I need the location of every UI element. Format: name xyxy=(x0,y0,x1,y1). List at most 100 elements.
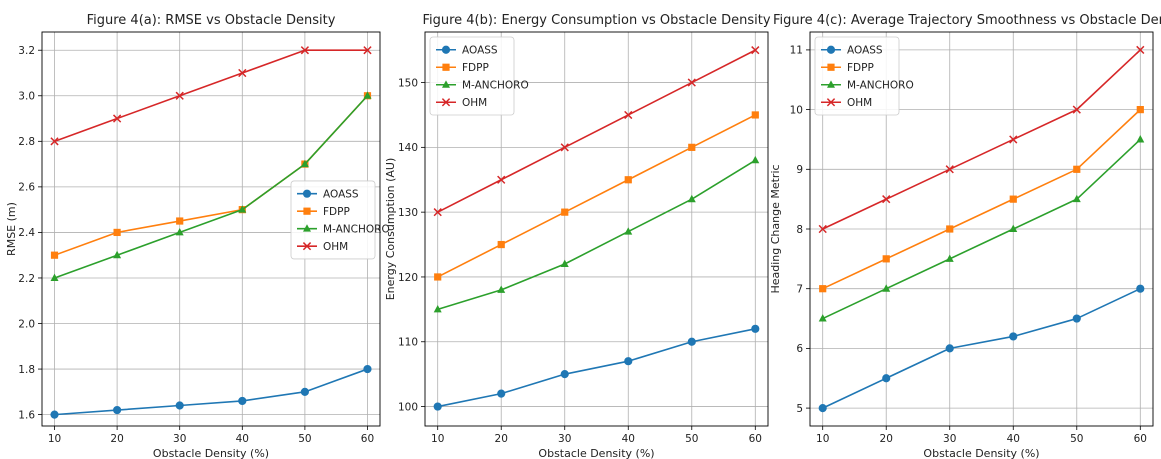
x-tick-label: 40 xyxy=(236,433,249,445)
x-tick-label: 10 xyxy=(816,433,829,445)
data-point xyxy=(882,284,891,292)
x-tick-label: 50 xyxy=(685,433,698,445)
data-point xyxy=(363,46,372,55)
data-point xyxy=(687,194,696,203)
legend-label: M-ANCHORO xyxy=(462,80,529,92)
data-point xyxy=(624,176,632,184)
y-tick-label: 2.2 xyxy=(18,273,35,285)
data-point xyxy=(363,91,372,99)
data-point xyxy=(363,364,372,374)
data-point xyxy=(946,225,954,233)
data-point xyxy=(175,228,184,236)
data-point xyxy=(882,374,891,383)
series-m-anchoro xyxy=(818,135,1145,322)
legend-marker xyxy=(303,224,311,232)
legend-item: M-ANCHORO xyxy=(436,80,529,92)
data-point xyxy=(882,195,891,204)
legend: AOASS FDPP M-ANCHORO OHM xyxy=(814,36,914,116)
series-line xyxy=(437,328,756,408)
data-point xyxy=(238,205,247,213)
data-point xyxy=(50,410,59,419)
legend-item: M-ANCHORO xyxy=(821,80,914,92)
legend-box xyxy=(814,36,900,116)
data-point xyxy=(497,285,506,293)
data-point xyxy=(433,402,442,411)
data-point xyxy=(1072,194,1081,203)
y-axis-label: Heading Change Metric xyxy=(769,164,782,293)
series-aoass xyxy=(818,284,1145,413)
series-line xyxy=(437,49,756,213)
data-point xyxy=(624,110,633,120)
legend-marker xyxy=(826,98,836,107)
series-aoass xyxy=(50,364,372,419)
y-tick-label: 7 xyxy=(796,283,803,295)
legend-marker xyxy=(302,189,312,198)
x-tick-label: 30 xyxy=(943,433,956,445)
series-line xyxy=(54,49,368,143)
x-tick-label: 20 xyxy=(110,433,123,445)
x-tick-label: 40 xyxy=(1007,433,1020,445)
data-point xyxy=(882,255,890,263)
data-point xyxy=(751,46,760,55)
data-point xyxy=(497,389,506,398)
x-axis-label: Obstacle Density (%) xyxy=(923,447,1039,459)
data-point xyxy=(1072,105,1081,114)
y-tick-label: 2.6 xyxy=(18,182,35,194)
series-ohm xyxy=(50,46,372,146)
series-line xyxy=(822,138,1141,320)
data-point xyxy=(300,159,309,168)
legend-item: FDPP xyxy=(297,206,350,218)
data-point xyxy=(238,68,247,78)
data-point xyxy=(688,143,696,151)
legend-item: AOASS xyxy=(297,188,359,200)
data-point xyxy=(1009,135,1018,144)
x-tick-label: 30 xyxy=(558,433,571,445)
y-tick-label: 140 xyxy=(398,142,418,154)
series-m-anchoro xyxy=(433,155,760,313)
data-point xyxy=(1009,224,1018,232)
y-tick-label: 150 xyxy=(398,77,418,89)
legend-label: OHM xyxy=(462,97,487,109)
series-line xyxy=(822,49,1141,230)
axes-frame xyxy=(424,31,769,427)
legend-item: OHM xyxy=(821,97,872,109)
y-tick-label: 120 xyxy=(398,272,418,284)
legend: AOASS FDPP M-ANCHORO OHM xyxy=(429,36,529,116)
data-point xyxy=(624,227,633,235)
data-point xyxy=(1073,165,1081,173)
data-point xyxy=(175,401,184,410)
data-point xyxy=(561,208,569,216)
legend-marker xyxy=(441,98,451,107)
data-point xyxy=(560,370,569,379)
data-point xyxy=(751,155,760,164)
data-point xyxy=(433,304,442,313)
y-tick-label: 2.8 xyxy=(18,136,35,148)
data-point xyxy=(751,111,759,119)
legend-label: M-ANCHORO xyxy=(847,80,914,92)
legend-item: FDPP xyxy=(821,62,874,74)
data-point xyxy=(238,396,247,406)
legend-label: AOASS xyxy=(323,188,359,200)
series-ohm xyxy=(818,45,1145,234)
legend-marker xyxy=(442,63,450,71)
axes-frame xyxy=(41,31,381,427)
legend-item: M-ANCHORO xyxy=(297,223,390,235)
series-line xyxy=(822,109,1141,290)
data-point xyxy=(50,251,59,259)
y-tick-label: 5 xyxy=(796,403,803,415)
y-tick-label: 10 xyxy=(790,104,803,116)
series-line xyxy=(437,114,756,278)
legend-label: AOASS xyxy=(462,45,498,57)
y-axis-label: RMSE (m) xyxy=(5,202,18,256)
axes-frame xyxy=(809,31,1154,427)
x-axis-label: Obstacle Density (%) xyxy=(153,447,269,459)
x-tick-label: 60 xyxy=(361,433,374,445)
y-tick-label: 9 xyxy=(796,164,803,176)
data-point xyxy=(113,250,122,259)
data-point xyxy=(945,344,954,353)
data-point xyxy=(1136,135,1145,143)
chart-panel-1: Figure 4(a): RMSE vs Obstacle Density 10 2… xyxy=(5,13,390,459)
data-point xyxy=(50,273,59,281)
legend-label: FDPP xyxy=(462,62,489,74)
data-point xyxy=(1136,284,1145,293)
